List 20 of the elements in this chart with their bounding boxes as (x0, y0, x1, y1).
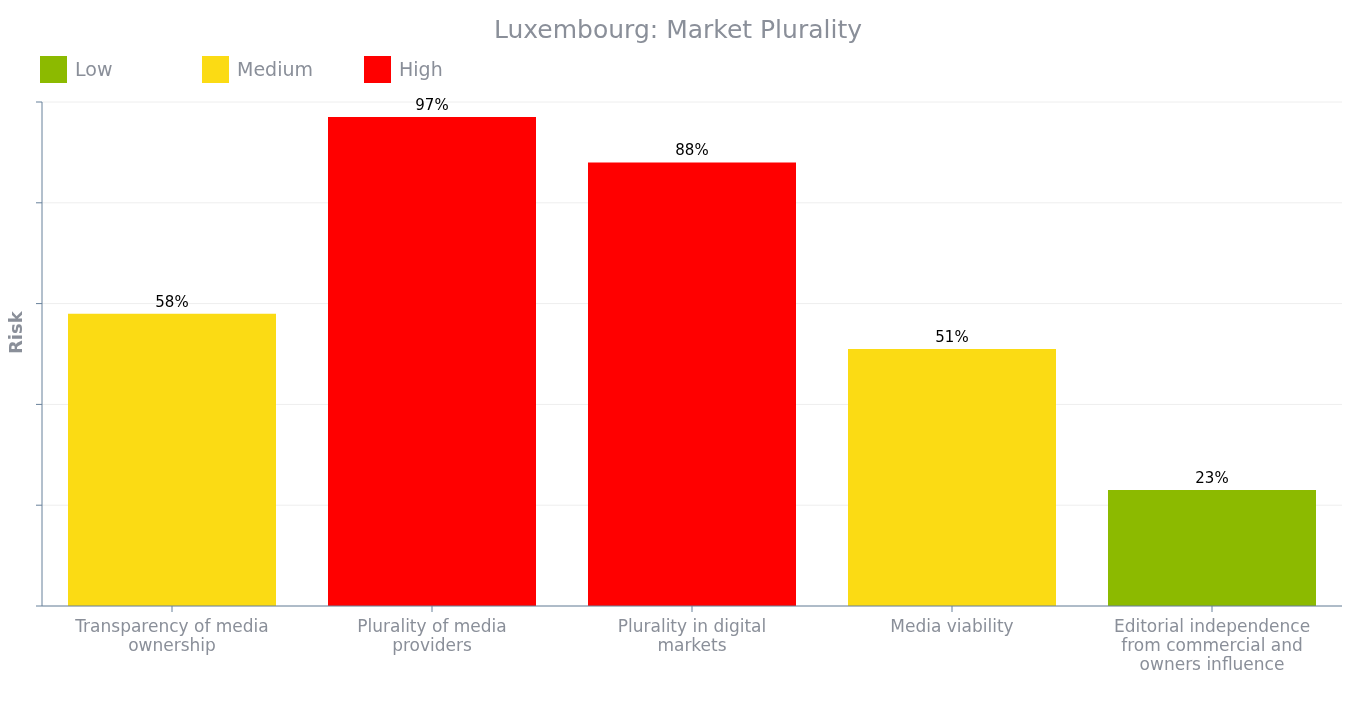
data-label: 97% (415, 96, 449, 115)
x-tick-label: Plurality of media providers (357, 616, 507, 655)
x-tick-label: Editorial independence from commercial and owners influence (1113, 616, 1311, 674)
data-label: 88% (675, 141, 709, 160)
data-label: 51% (935, 327, 969, 346)
bar (68, 313, 276, 606)
x-tick-label: Transparency of media ownership (74, 616, 269, 655)
legend-label: Low (75, 58, 113, 80)
bar (588, 162, 796, 606)
legend-label: Medium (237, 58, 313, 80)
bar (328, 117, 536, 606)
legend-label: High (399, 58, 443, 80)
chart-title: Luxembourg: Market Plurality (493, 14, 863, 46)
data-label: 58% (155, 292, 189, 311)
bar (1108, 490, 1316, 606)
bar (848, 348, 1056, 606)
data-label: 23% (1195, 469, 1229, 488)
x-tick-label: Plurality in digital markets (617, 616, 767, 655)
x-tick-label: Media viability (890, 616, 1014, 636)
y-axis-title: Risk (5, 310, 27, 354)
